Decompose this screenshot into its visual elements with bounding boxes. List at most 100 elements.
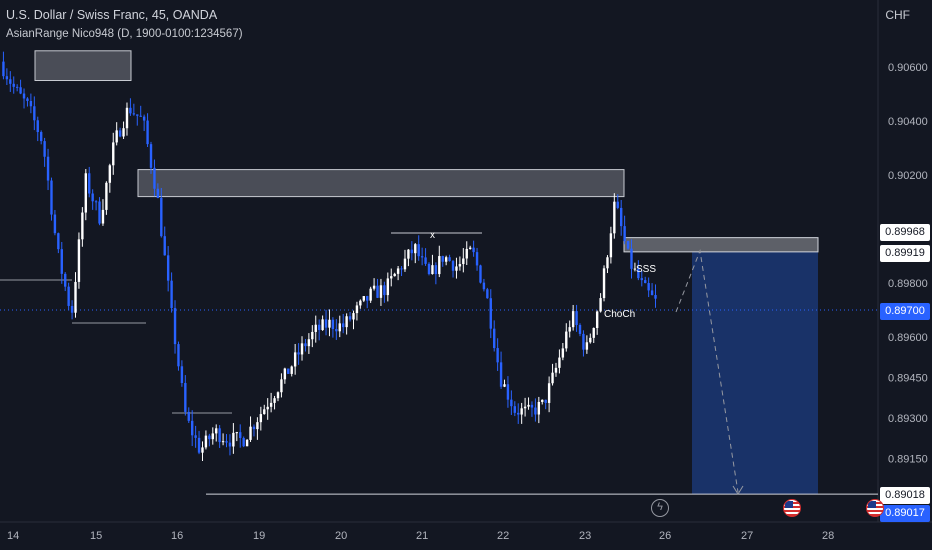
candle-body — [266, 406, 269, 410]
x-tick-label: 23 — [579, 530, 591, 542]
candle-body — [575, 311, 578, 326]
candle-body — [630, 248, 633, 269]
indicator-label[interactable]: AsianRange Nico948 (D, 1900-0100:1234567… — [6, 28, 243, 40]
candle-body — [637, 268, 640, 279]
candle-body — [355, 305, 359, 314]
candle-body — [366, 296, 369, 301]
candle-body — [197, 437, 201, 453]
candle-body — [307, 339, 311, 347]
candle-body — [60, 249, 63, 274]
x-annotation: x — [430, 230, 435, 241]
candle-body — [187, 411, 190, 421]
candle-body — [228, 442, 232, 447]
candle-body — [650, 290, 654, 296]
candle-body — [242, 437, 245, 447]
candle-body — [475, 252, 479, 266]
candle-body — [547, 383, 551, 403]
us-flag-icon[interactable] — [866, 499, 884, 517]
candle-body — [259, 414, 263, 423]
projection-arrow — [732, 485, 744, 495]
candle-body — [160, 197, 163, 237]
candle-body — [420, 256, 424, 258]
candle-body — [239, 432, 242, 438]
candle-body — [22, 93, 26, 99]
candle-body — [359, 300, 362, 306]
candle-body — [345, 316, 348, 328]
candle-body — [383, 285, 386, 296]
candle-body — [156, 188, 160, 198]
candle-body — [12, 83, 15, 87]
candle-body — [287, 368, 290, 374]
candle-body — [585, 342, 589, 350]
candle-body — [393, 273, 396, 277]
candle-body — [232, 432, 235, 447]
candle-body — [263, 409, 266, 415]
candle-body — [386, 278, 390, 296]
candle-body — [595, 311, 599, 329]
x-tick-label: 16 — [171, 530, 183, 542]
candle-body — [654, 295, 657, 299]
candle-body — [417, 244, 420, 257]
candle-body — [283, 368, 287, 380]
candle-body — [91, 193, 94, 202]
candle-body — [125, 107, 129, 129]
candle-body — [606, 257, 609, 269]
candle-body — [372, 285, 376, 289]
flash-icon[interactable]: ϟ — [651, 499, 669, 517]
candle-body — [362, 296, 365, 301]
candle-body — [215, 428, 218, 434]
candle-body — [280, 379, 283, 393]
candle-body — [558, 357, 561, 368]
price-tag-entry: 0.89919 — [880, 245, 930, 262]
candle-body — [139, 115, 142, 117]
candle-body — [276, 392, 280, 399]
candle-body — [379, 285, 383, 298]
candle-body — [472, 247, 475, 253]
y-tick-label: 0.90200 — [888, 170, 928, 182]
candle-body — [427, 263, 431, 275]
candle-body — [534, 407, 537, 415]
candle-body — [609, 233, 613, 258]
candle-body — [424, 257, 427, 264]
candle-body — [376, 285, 379, 298]
entry-zone — [623, 237, 819, 253]
candle-body — [602, 268, 606, 299]
candle-body — [647, 283, 650, 291]
candle-body — [273, 398, 276, 403]
candle-body — [554, 367, 558, 373]
candle-body — [221, 441, 225, 443]
us-flag-icon[interactable] — [783, 499, 801, 517]
candle-body — [297, 352, 300, 355]
candle-body — [335, 329, 338, 332]
candle-body — [613, 201, 616, 234]
candle-body — [465, 248, 468, 259]
candle-body — [431, 265, 434, 275]
candle-body — [98, 201, 101, 224]
candle-body — [252, 426, 256, 430]
currency-label: CHF — [885, 8, 910, 22]
y-tick-label: 0.89300 — [888, 413, 928, 425]
candle-body — [517, 412, 520, 415]
candle-body — [565, 331, 568, 349]
candle-body — [314, 324, 317, 332]
candle-body — [626, 241, 630, 249]
y-tick-label: 0.89600 — [888, 332, 928, 344]
candle-body — [369, 288, 372, 301]
candle-body — [235, 432, 239, 434]
candle-body — [77, 239, 81, 282]
candle-body — [523, 406, 527, 409]
candle-body — [26, 98, 29, 102]
candle-body — [551, 372, 554, 384]
candle-body — [503, 384, 506, 387]
candle-body — [290, 366, 293, 374]
candle-body — [153, 167, 156, 189]
price-tag-bottom: 0.89017 — [880, 505, 930, 522]
candle-body — [506, 384, 510, 400]
candle-body — [39, 132, 43, 142]
candle-body — [163, 236, 166, 256]
candle-body — [293, 352, 297, 367]
candle-body — [115, 130, 118, 143]
candle-body — [311, 331, 314, 340]
y-tick-label: 0.89450 — [888, 373, 928, 385]
